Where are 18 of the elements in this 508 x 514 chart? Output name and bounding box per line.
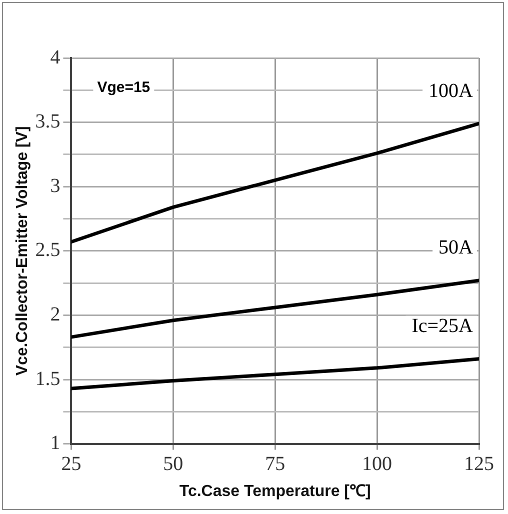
series-label: 50A [438,236,474,259]
y-tick-label: 4 [50,46,60,68]
y-tick-label: 2 [50,303,60,326]
y-tick-label: 2.5 [35,239,60,262]
series-label: 100A [428,80,474,102]
x-tick-label: 25 [61,453,82,476]
y-tick-label: 3 [50,174,60,197]
x-tick-label: 75 [265,453,286,476]
series-label: Ic=25A [412,315,474,338]
x-tick-label: 100 [362,453,392,476]
annotation: Vge=15 [97,79,150,96]
x-tick-label: 125 [464,453,494,476]
x-axis-title: Tc.Case Temperature [℃] [179,482,371,500]
y-tick-label: 1 [50,432,60,454]
y-tick-label: 1.5 [35,368,60,390]
x-tick-label: 50 [163,453,184,476]
y-tick-label: 3.5 [35,110,60,133]
y-axis-title: Vce.Collector-Emitter Voltage [V] [14,126,32,376]
